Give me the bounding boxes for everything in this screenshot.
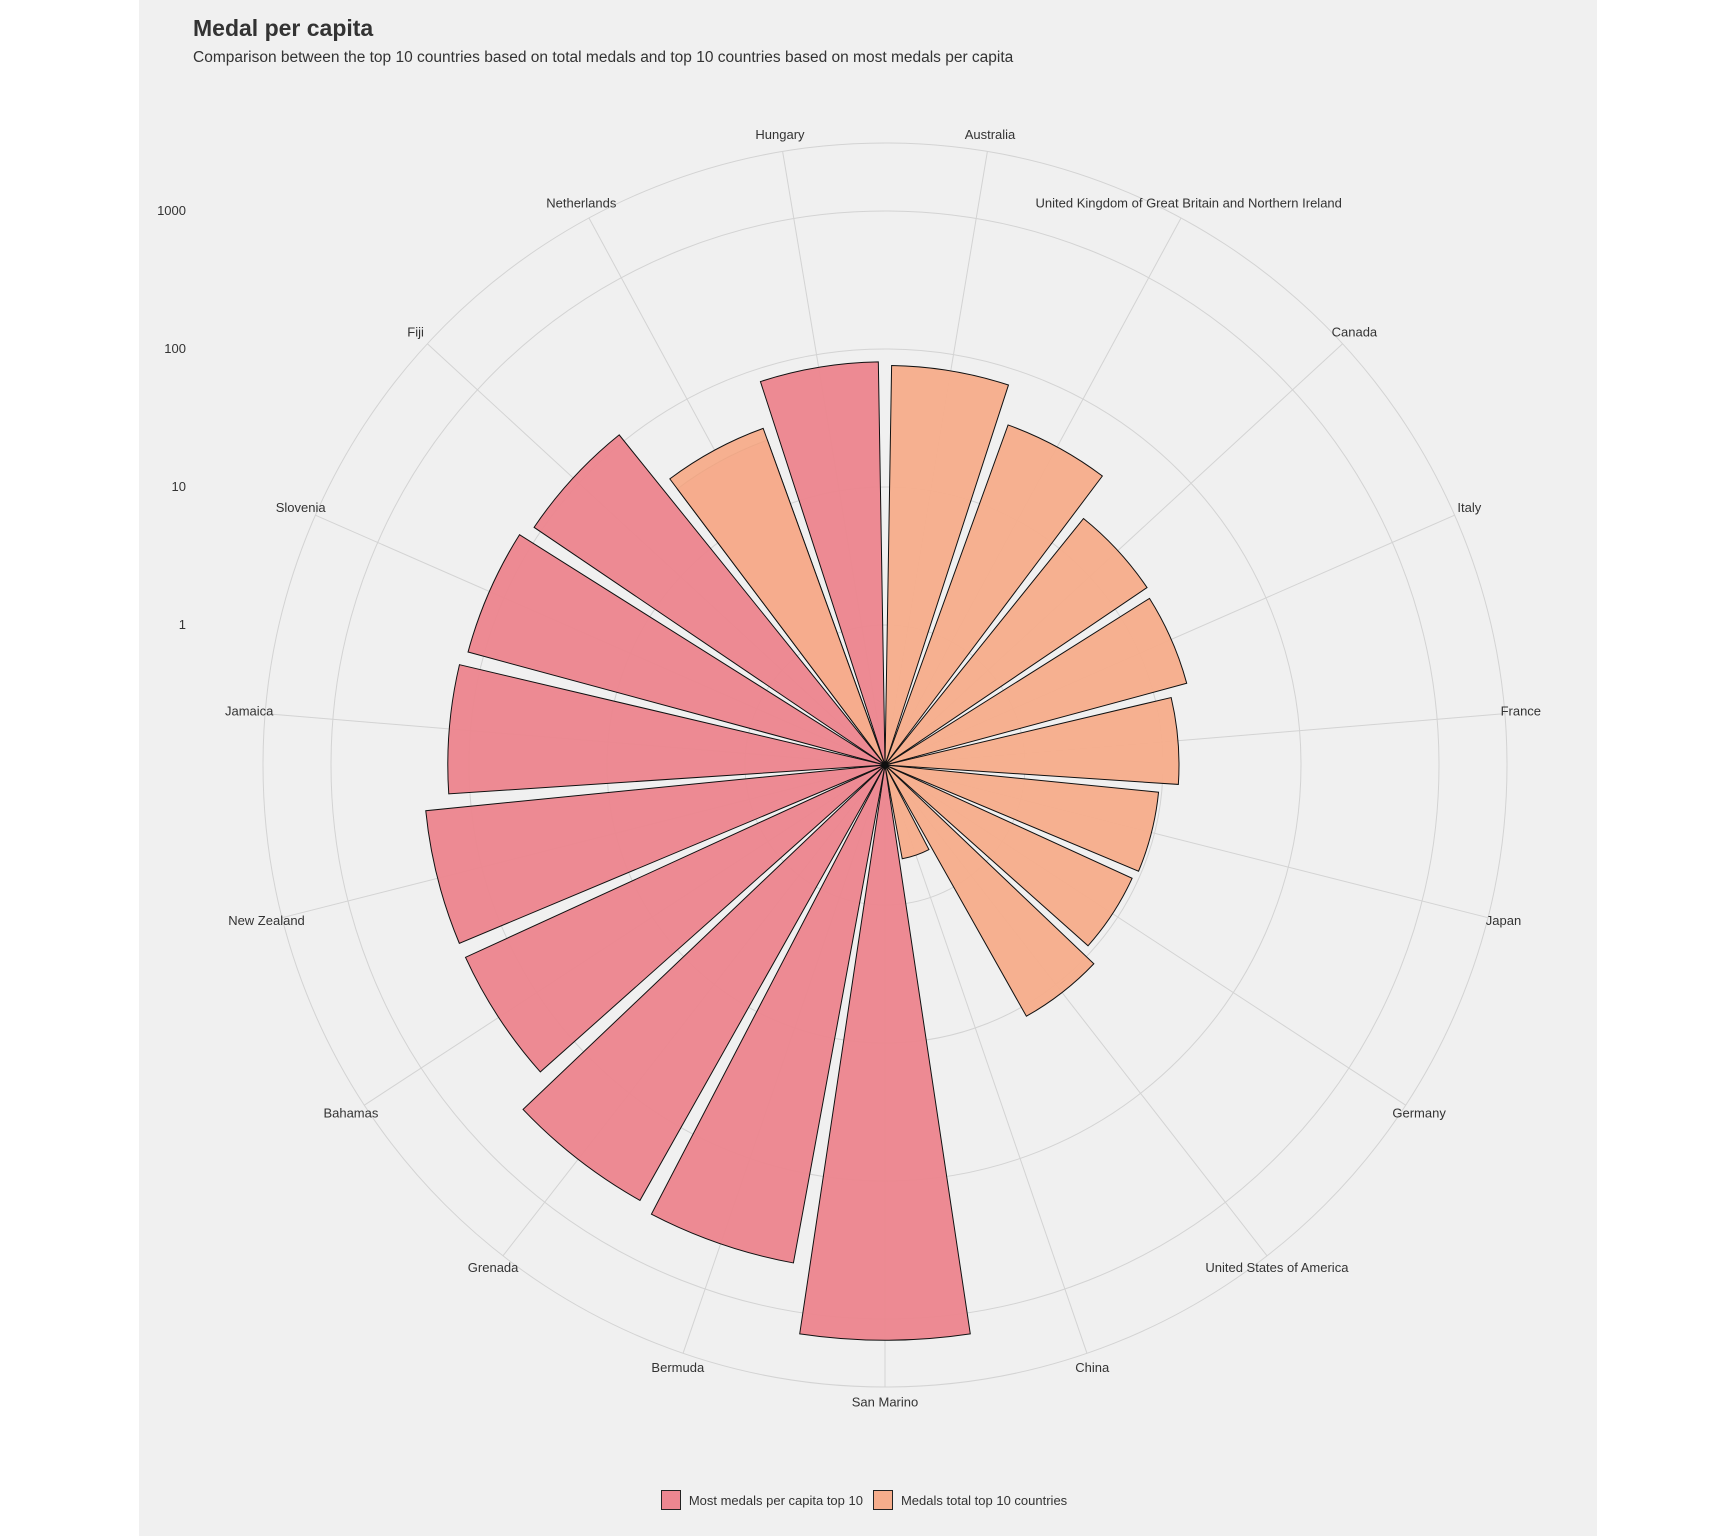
category-label-san-marino: San Marino	[852, 1394, 918, 1409]
bar-per-capita-jamaica	[447, 664, 886, 795]
bar-total-france	[884, 696, 1180, 785]
tick-label-1: 1	[179, 617, 186, 632]
bar-total-canada	[884, 517, 1148, 766]
legend-item-per-capita: Most medals per capita top 10	[660, 1490, 863, 1510]
category-label-grenada: Grenada	[468, 1260, 519, 1275]
bar-per-capita-grenada	[522, 764, 886, 1202]
category-labels: San Marino Bermuda Grenada Bahamas New Zeala…	[225, 127, 1541, 1409]
category-label-jamaica: Jamaica	[225, 704, 274, 719]
bar-total-china	[884, 764, 930, 860]
legend-label-total: Medals total top 10 countries	[900, 1492, 1068, 1508]
category-label-bermuda: Bermuda	[651, 1360, 705, 1375]
grid-spoke-18	[884, 764, 1088, 1354]
category-label-germany: Germany	[1392, 1105, 1446, 1120]
category-label-bahamas: Bahamas	[323, 1105, 378, 1120]
bar-per-capita-fiji	[533, 434, 886, 766]
bar-total-germany	[884, 764, 1133, 947]
category-label-netherlands: Netherlands	[546, 195, 617, 210]
tick-label-100: 100	[164, 341, 186, 356]
legend-swatch-per-capita	[660, 1490, 681, 1510]
bar-per-capita-new-zealand	[425, 764, 886, 945]
category-label-slovenia: Slovenia	[276, 500, 327, 515]
legend-item-total: Medals total top 10 countries	[872, 1490, 1068, 1510]
chart-title: Medal per capita	[193, 15, 374, 41]
bar-per-capita-bahamas	[464, 764, 886, 1073]
bar-total-united-states-of-america	[884, 764, 1095, 1017]
category-label-hungary: Hungary	[755, 127, 805, 142]
bar-total-australia	[884, 365, 1010, 766]
tick-label-10: 10	[172, 479, 186, 494]
category-label-china: China	[1075, 1360, 1110, 1375]
legend: Most medals per capita top 10 Medals tot…	[0, 1490, 1728, 1510]
bar-total-italy	[884, 597, 1188, 766]
radial-tick-labels: 1 10 100 1000	[157, 203, 186, 632]
category-label-canada: Canada	[1332, 324, 1378, 339]
category-label-italy: Italy	[1457, 500, 1481, 515]
chart-subtitle: Comparison between the top 10 countries …	[193, 49, 1014, 66]
tick-label-1000: 1000	[157, 203, 186, 218]
category-label-united-kingdom-of-great-britain-and-northern-ireland: United Kingdom of Great Britain and Nort…	[1036, 195, 1342, 210]
category-label-france: France	[1501, 704, 1541, 719]
bar-total-netherlands	[669, 427, 886, 766]
bar-per-capita-slovenia	[467, 534, 886, 766]
legend-swatch-total	[872, 1490, 893, 1510]
bars-layer	[425, 361, 1188, 1341]
legend-label-per-capita: Most medals per capita top 10	[688, 1492, 863, 1508]
category-label-new-zealand: New Zealand	[228, 913, 305, 928]
category-label-japan: Japan	[1486, 913, 1521, 928]
category-label-australia: Australia	[965, 127, 1016, 142]
category-label-united-states-of-america: United States of America	[1205, 1260, 1349, 1275]
category-label-fiji: Fiji	[407, 324, 424, 339]
bar-per-capita-hungary	[759, 361, 886, 766]
bar-per-capita-bermuda	[650, 764, 886, 1264]
bar-total-japan	[884, 764, 1160, 872]
bar-per-capita-san-marino	[799, 764, 971, 1341]
bar-total-united-kingdom-of-great-britain-and-northern-ireland	[884, 424, 1104, 766]
